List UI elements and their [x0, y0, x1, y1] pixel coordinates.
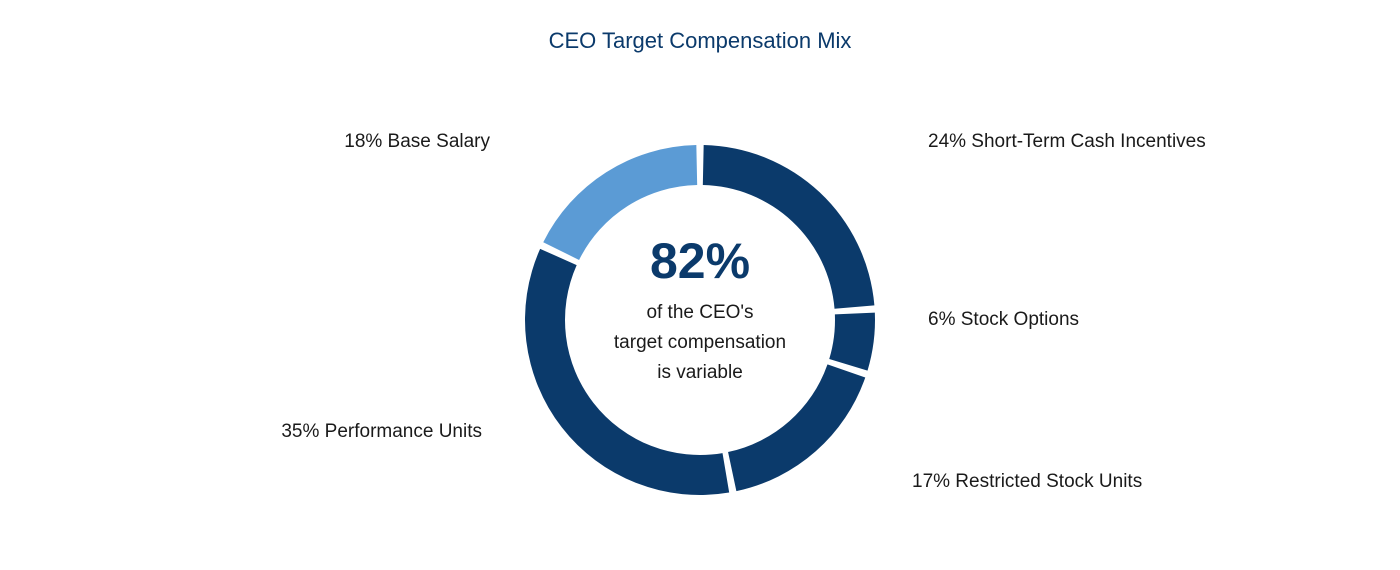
- label-performance_units: 35% Performance Units: [281, 421, 482, 443]
- center-subtext: of the CEO's target compensation is vari…: [570, 298, 830, 388]
- label-stock_options: 6% Stock Options: [928, 309, 1079, 331]
- label-base_salary: 18% Base Salary: [344, 131, 490, 153]
- center-percentage: 82%: [570, 232, 830, 290]
- label-short_term_cash_incentives: 24% Short-Term Cash Incentives: [928, 131, 1206, 153]
- chart-stage: CEO Target Compensation Mix 82% of the C…: [0, 0, 1400, 570]
- slice-stock_options: [829, 313, 875, 371]
- chart-title: CEO Target Compensation Mix: [0, 28, 1400, 54]
- label-restricted_stock_units: 17% Restricted Stock Units: [912, 471, 1142, 493]
